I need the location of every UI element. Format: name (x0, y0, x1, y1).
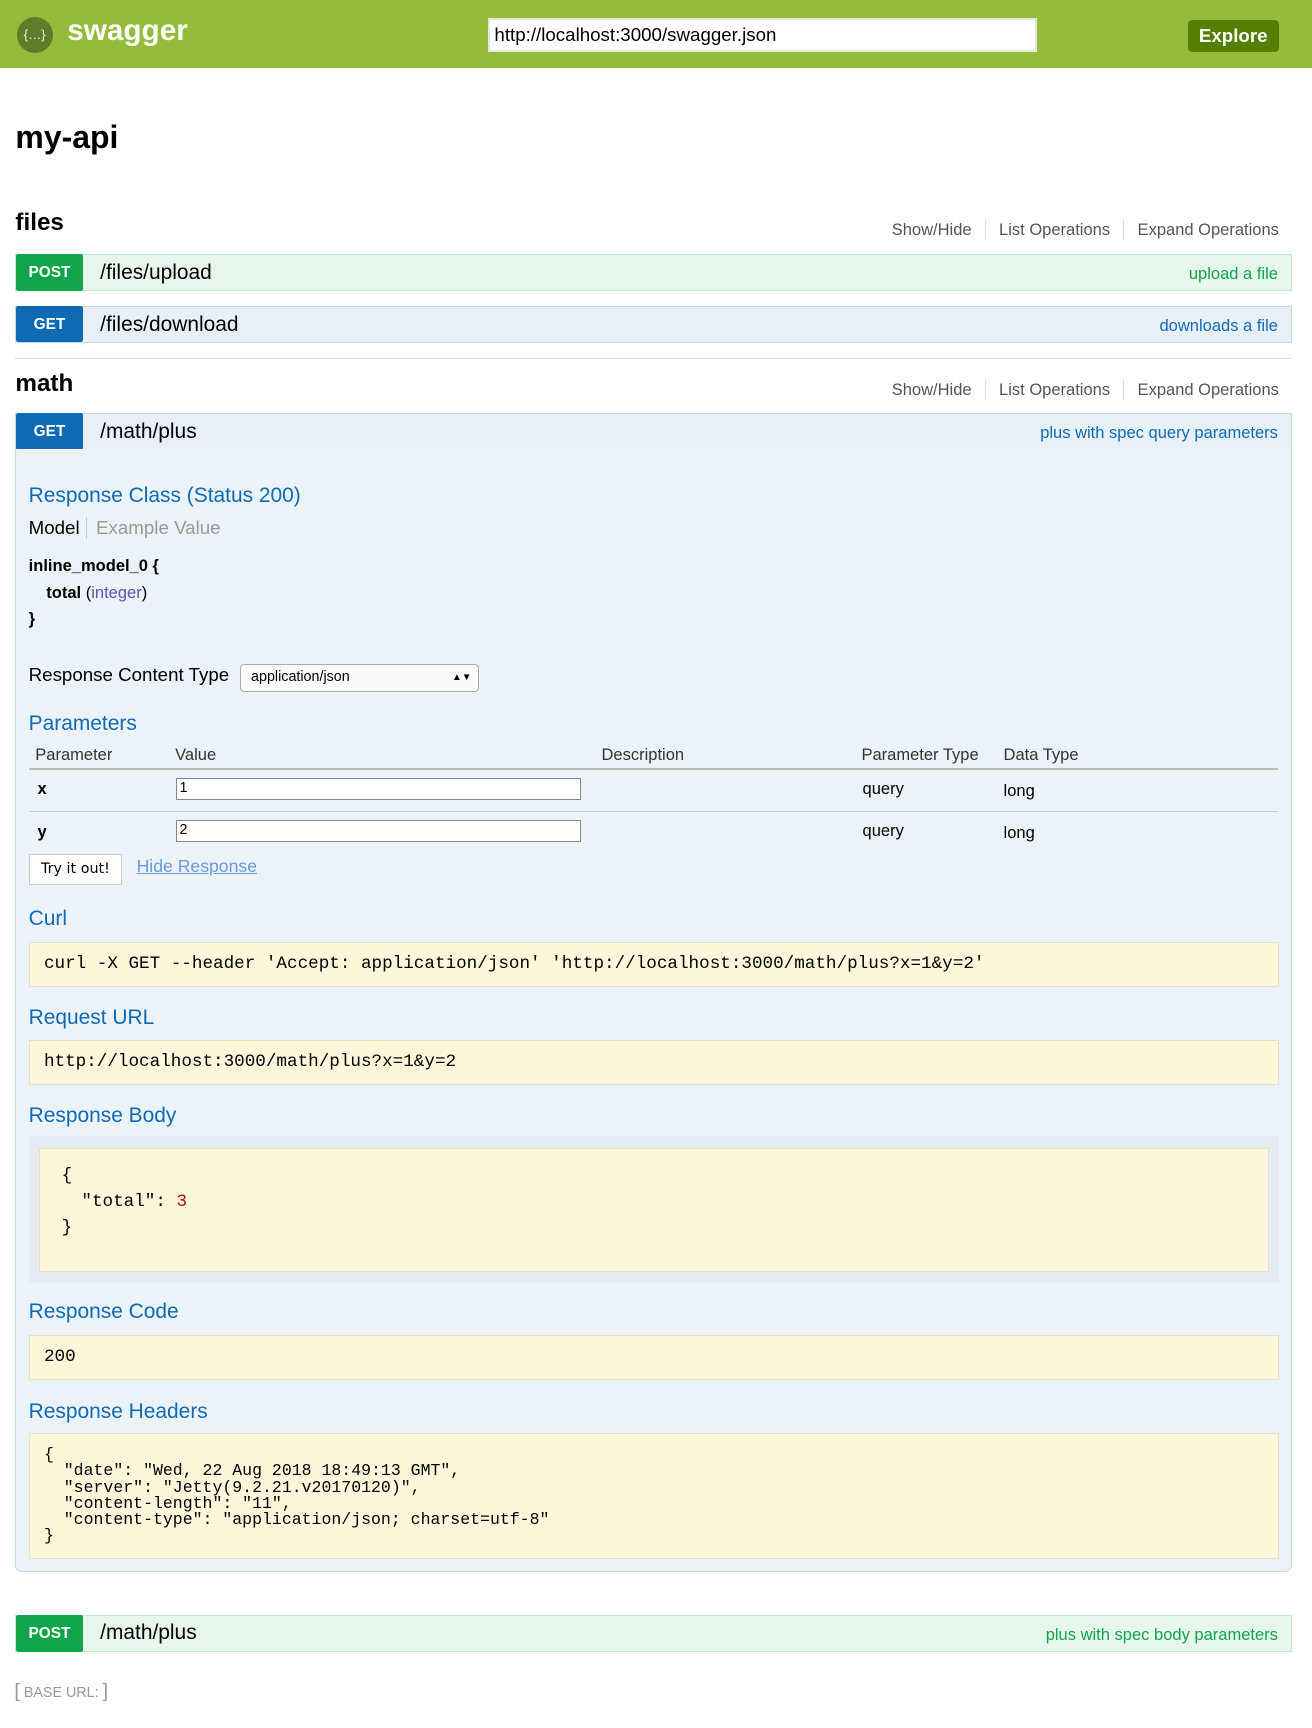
hide-response-link[interactable]: Hide Response (136, 855, 257, 876)
request-url-title: Request URL (28, 1005, 155, 1029)
operation-details (15, 449, 1293, 1572)
curl-title: Curl (28, 906, 68, 930)
base-url: [ BASE URL: ] (14, 1679, 109, 1702)
json-key: "total": (81, 1192, 177, 1213)
method-badge[interactable]: GET (16, 306, 83, 343)
brand[interactable]: swagger (67, 14, 188, 48)
operation-summary[interactable]: upload a file (1188, 264, 1278, 284)
try-it-out-button[interactable]: Try it out! (28, 853, 123, 885)
operation-summary[interactable]: plus with spec body parameters (1045, 1624, 1278, 1644)
field-name: total (46, 582, 82, 602)
model-name: inline_model_0 { (28, 556, 159, 576)
operation-path[interactable]: /files/upload (100, 260, 212, 284)
operation-path[interactable]: /math/plus (100, 1621, 197, 1645)
show-hide-link[interactable]: Show/Hide (891, 220, 972, 240)
operation-summary[interactable]: downloads a file (1159, 316, 1278, 336)
list-operations-link[interactable]: List Operations (984, 380, 1124, 401)
param-y-input[interactable]: 2 (176, 819, 581, 842)
param-type: query (862, 778, 904, 798)
response-body: { "total": 3 } (38, 1147, 1270, 1273)
table-header-rule (28, 767, 1278, 771)
select-arrows-icon: ▲▼ (451, 672, 472, 684)
method-badge[interactable]: POST (16, 1614, 83, 1653)
operation-path[interactable]: /files/download (100, 312, 239, 336)
response-class-title: Response Class (Status 200) (28, 483, 301, 507)
param-name: x (37, 778, 47, 798)
list-operations-link[interactable]: List Operations (984, 220, 1124, 241)
response-headers-box: { "date": "Wed, 22 Aug 2018 18:49:13 GMT… (28, 1433, 1279, 1559)
math-links: Show/Hide List Operations Expand Operati… (879, 380, 1279, 401)
response-headers-title: Response Headers (28, 1400, 208, 1424)
model-close: } (28, 609, 36, 629)
show-hide-link[interactable]: Show/Hide (891, 380, 972, 400)
response-code-box: 200 (28, 1335, 1279, 1381)
operation-get-files-download[interactable]: GET /files/download downloads a file (15, 306, 1293, 343)
operation-summary[interactable]: plus with spec query parameters (1040, 422, 1278, 442)
column-header: Value (175, 744, 217, 764)
method-badge[interactable]: GET (16, 413, 83, 451)
response-body-title: Response Body (28, 1103, 177, 1127)
divider (15, 358, 1293, 360)
json-value: 3 (176, 1192, 188, 1213)
swagger-logo-icon[interactable]: {…} (16, 16, 53, 53)
selected-value: application/json (251, 669, 350, 686)
column-header: Parameter (35, 744, 113, 764)
column-header: Data Type (1003, 744, 1079, 764)
model-field: total (integer) (46, 583, 147, 603)
field-type: integer (91, 582, 142, 602)
json-brace: } (61, 1218, 73, 1239)
param-data-type: long (1003, 781, 1035, 801)
column-header: Parameter Type (861, 744, 979, 764)
json-line: "total": 3 (62, 1190, 1268, 1216)
spec-url-input[interactable]: http://localhost:3000/swagger.json (488, 17, 1038, 53)
method-badge[interactable]: POST (16, 254, 83, 291)
operation-path[interactable]: /math/plus (100, 419, 197, 443)
model-tabs: Model Example Value (29, 516, 221, 539)
explore-button[interactable]: Explore (1187, 19, 1279, 52)
model-tab[interactable]: Model (29, 516, 88, 539)
section-title-math[interactable]: math (15, 370, 74, 398)
param-type: query (862, 820, 904, 840)
param-name: y (37, 821, 47, 841)
row-rule (28, 810, 1278, 812)
operation-post-files-upload[interactable]: POST /files/upload upload a file (15, 254, 1293, 291)
operation-get-math-plus[interactable]: GET /math/plus plus with spec query para… (15, 413, 1293, 451)
parameters-title: Parameters (28, 711, 137, 735)
content-type-select[interactable]: application/json ▲▼ (240, 664, 480, 692)
section-title-files[interactable]: files (15, 209, 64, 237)
json-brace: { (61, 1166, 73, 1187)
page-title: my-api (15, 118, 119, 155)
top-bar: {…} swagger http://localhost:3000/swagge… (0, 0, 1312, 69)
param-x-input[interactable]: 1 (176, 777, 581, 800)
base-url-label: BASE URL: (23, 1684, 99, 1701)
paren: ) (141, 582, 148, 602)
paren: ( (85, 582, 92, 602)
expand-operations-link[interactable]: Expand Operations (1123, 380, 1279, 401)
expand-operations-link[interactable]: Expand Operations (1123, 220, 1279, 241)
column-header: Description (601, 744, 685, 764)
curl-box: curl -X GET --header 'Accept: applicatio… (28, 941, 1279, 988)
content-type-label: Response Content Type (28, 664, 230, 686)
example-value-tab[interactable]: Example Value (96, 516, 221, 538)
response-code-title: Response Code (28, 1299, 179, 1323)
request-url-box: http://localhost:3000/math/plus?x=1&y=2 (28, 1039, 1279, 1086)
param-data-type: long (1003, 822, 1035, 842)
files-links: Show/Hide List Operations Expand Operati… (879, 220, 1279, 241)
operation-post-math-plus[interactable]: POST /math/plus plus with spec body para… (15, 1614, 1293, 1653)
